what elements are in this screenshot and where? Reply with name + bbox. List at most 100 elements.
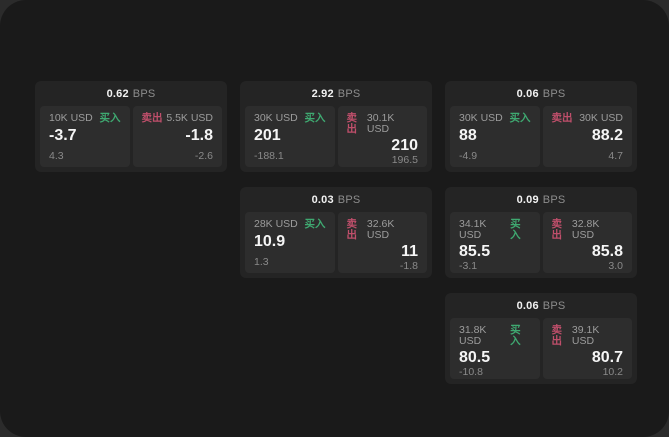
- sell-button[interactable]: 卖出: [346, 112, 358, 135]
- bid-panel-top: 31.8K USD 买入: [459, 325, 531, 346]
- bid-amount: 28K USD: [254, 218, 298, 230]
- ask-panel-top: 卖出 30.1K USD: [347, 113, 419, 134]
- bid-amount: 30K USD: [459, 112, 503, 124]
- quote-card: 0.03 BPS 28K USD 买入 10.9 1.3 卖出 32.6K US…: [240, 187, 432, 278]
- bid-price: 10.9: [254, 232, 286, 250]
- ask-price: 210: [391, 137, 418, 154]
- spread-value: 0.09: [516, 193, 539, 206]
- ask-amount: 32.8K USD: [571, 218, 600, 241]
- ask-delta: -2.6: [194, 149, 213, 162]
- bid-price: 88: [459, 126, 477, 144]
- bid-delta: -10.8: [459, 365, 483, 378]
- bid-panel[interactable]: 28K USD 买入 10.9 1.3: [245, 212, 335, 273]
- bid-panel[interactable]: 31.8K USD 买入 80.5 -10.8: [450, 318, 540, 379]
- ask-panel-top: 卖出 32.6K USD: [347, 219, 419, 240]
- quote-panels: 34.1K USD 买入 85.5 -3.1 卖出 32.8K USD 85.8…: [450, 212, 632, 273]
- spread-value: 0.06: [516, 87, 539, 100]
- bid-price: 85.5: [459, 243, 491, 260]
- ask-price: 88.2: [591, 126, 623, 144]
- ask-panel[interactable]: 卖出 5.5K USD -1.8 -2.6: [132, 106, 222, 167]
- ask-panel-top: 卖出 32.8K USD: [552, 219, 624, 240]
- bid-delta: -188.1: [254, 149, 284, 162]
- ask-panel[interactable]: 卖出 32.8K USD 85.8 3.0: [542, 212, 632, 273]
- quote-card: 0.09 BPS 34.1K USD 买入 85.5 -3.1 卖出 32.8K…: [445, 187, 637, 278]
- spread-unit: BPS: [337, 87, 361, 100]
- ask-delta: 196.5: [391, 153, 418, 166]
- bid-panel-top: 30K USD 买入: [254, 113, 326, 124]
- spread-value: 0.06: [516, 299, 539, 312]
- bid-delta: -4.9: [459, 149, 478, 162]
- ask-panel[interactable]: 卖出 39.1K USD 80.7 10.2: [542, 318, 632, 379]
- sell-button[interactable]: 卖出: [551, 112, 573, 124]
- bid-price: 80.5: [459, 349, 491, 366]
- buy-button[interactable]: 买入: [510, 218, 521, 241]
- quote-panels: 30K USD 买入 201 -188.1 卖出 30.1K USD 210 1…: [245, 106, 427, 167]
- quote-panels: 31.8K USD 买入 80.5 -10.8 卖出 39.1K USD 80.…: [450, 318, 632, 379]
- ask-delta: -1.8: [399, 259, 418, 272]
- buy-button[interactable]: 买入: [510, 324, 521, 347]
- ask-panel-top: 卖出 30K USD: [552, 113, 624, 124]
- bid-amount: 31.8K USD: [459, 324, 487, 347]
- quote-card: 0.06 BPS 31.8K USD 买入 80.5 -10.8 卖出 39.1…: [445, 293, 637, 384]
- buy-button[interactable]: 买入: [99, 112, 121, 124]
- spread-header: 0.06 BPS: [450, 293, 632, 318]
- bid-panel-top: 34.1K USD 买入: [459, 219, 531, 240]
- bid-delta: -3.1: [459, 259, 478, 272]
- quote-panels: 30K USD 买入 88 -4.9 卖出 30K USD 88.2 4.7: [450, 106, 632, 167]
- bid-panel[interactable]: 30K USD 买入 88 -4.9: [450, 106, 540, 167]
- spread-unit: BPS: [337, 193, 361, 206]
- ask-delta: 3.0: [608, 259, 623, 272]
- ask-amount: 30.1K USD: [366, 112, 395, 135]
- spread-unit: BPS: [542, 299, 566, 312]
- ask-price: 80.7: [591, 349, 623, 366]
- ask-price: 11: [401, 243, 418, 260]
- spread-header: 0.03 BPS: [245, 187, 427, 212]
- ask-amount: 32.6K USD: [366, 218, 395, 241]
- buy-button[interactable]: 买入: [304, 218, 326, 230]
- ask-price: -1.8: [185, 126, 213, 144]
- ask-delta: 4.7: [608, 149, 623, 162]
- spread-unit: BPS: [542, 87, 566, 100]
- spread-value: 0.62: [106, 87, 129, 100]
- spread-unit: BPS: [542, 193, 566, 206]
- sell-button[interactable]: 卖出: [551, 218, 563, 241]
- spread-header: 2.92 BPS: [245, 81, 427, 106]
- bid-delta: 4.3: [49, 149, 64, 162]
- buy-button[interactable]: 买入: [304, 112, 326, 124]
- spread-unit: BPS: [132, 87, 156, 100]
- quote-card: 2.92 BPS 30K USD 买入 201 -188.1 卖出 30.1K …: [240, 81, 432, 172]
- quote-card: 0.62 BPS 10K USD 买入 -3.7 4.3 卖出 5.5K USD…: [35, 81, 227, 172]
- quote-panels: 28K USD 买入 10.9 1.3 卖出 32.6K USD 11 -1.8: [245, 212, 427, 273]
- buy-button[interactable]: 买入: [509, 112, 531, 124]
- bid-amount: 30K USD: [254, 112, 298, 124]
- spread-header: 0.09 BPS: [450, 187, 632, 212]
- ask-panel-top: 卖出 5.5K USD: [142, 113, 214, 124]
- quote-grid: 0.62 BPS 10K USD 买入 -3.7 4.3 卖出 5.5K USD…: [35, 81, 637, 384]
- ask-panel[interactable]: 卖出 32.6K USD 11 -1.8: [337, 212, 427, 273]
- bid-panel-top: 10K USD 买入: [49, 113, 121, 124]
- ask-price: 85.8: [591, 243, 623, 260]
- ask-panel[interactable]: 卖出 30K USD 88.2 4.7: [542, 106, 632, 167]
- bid-price: 201: [254, 126, 281, 144]
- sell-button[interactable]: 卖出: [346, 218, 358, 241]
- bid-panel[interactable]: 30K USD 买入 201 -188.1: [245, 106, 335, 167]
- ask-panel[interactable]: 卖出 30.1K USD 210 196.5: [337, 106, 427, 167]
- ask-amount: 39.1K USD: [571, 324, 600, 347]
- bid-panel[interactable]: 34.1K USD 买入 85.5 -3.1: [450, 212, 540, 273]
- ask-panel-top: 卖出 39.1K USD: [552, 325, 624, 346]
- ask-amount: 5.5K USD: [166, 112, 213, 124]
- sell-button[interactable]: 卖出: [141, 112, 163, 124]
- sell-button[interactable]: 卖出: [551, 324, 563, 347]
- ask-amount: 30K USD: [579, 112, 623, 124]
- bid-panel-top: 30K USD 买入: [459, 113, 531, 124]
- bid-panel[interactable]: 10K USD 买入 -3.7 4.3: [40, 106, 130, 167]
- spread-header: 0.62 BPS: [40, 81, 222, 106]
- bid-amount: 34.1K USD: [459, 218, 487, 241]
- bid-panel-top: 28K USD 买入: [254, 219, 326, 230]
- spread-value: 0.03: [311, 193, 334, 206]
- bid-delta: 1.3: [254, 255, 269, 268]
- ask-delta: 10.2: [602, 365, 623, 378]
- spread-value: 2.92: [311, 87, 334, 100]
- bid-amount: 10K USD: [49, 112, 93, 124]
